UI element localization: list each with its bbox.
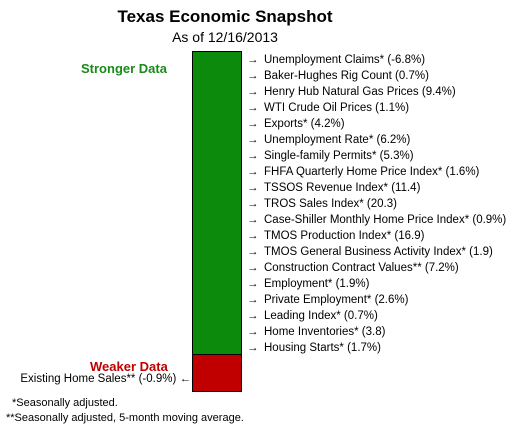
- weaker-item: Existing Home Sales** (-0.9%) ←: [20, 373, 191, 385]
- chart-subtitle: As of 12/16/2013: [172, 29, 278, 45]
- stronger-item: → FHFA Quarterly Home Price Index* (1.6%): [247, 164, 506, 180]
- stronger-item: → Employment* (1.9%): [247, 276, 506, 292]
- arrow-left-icon: ←: [179, 373, 192, 385]
- stronger-data-label: Stronger Data: [81, 61, 167, 76]
- arrow-right-icon: →: [247, 70, 259, 82]
- arrow-right-icon: →: [247, 118, 259, 130]
- stronger-item: → Single-family Permits* (5.3%): [247, 148, 506, 164]
- stronger-item: → Housing Starts* (1.7%): [247, 340, 506, 356]
- arrow-right-icon: →: [247, 166, 259, 178]
- stronger-item-label: WTI Crude Oil Prices (1.1%): [264, 102, 410, 114]
- arrow-right-icon: →: [247, 198, 259, 210]
- stronger-item-label: TMOS General Business Activity Index* (1…: [264, 246, 493, 258]
- stronger-item-label: Single-family Permits* (5.3%): [264, 150, 414, 162]
- stronger-item: → Construction Contract Values** (7.2%): [247, 260, 506, 276]
- arrow-right-icon: →: [247, 230, 259, 242]
- stronger-data-list: → Unemployment Claims* (-6.8%) → Baker-Hugh…: [247, 52, 506, 356]
- arrow-right-icon: →: [247, 102, 259, 114]
- stronger-item: → Unemployment Claims* (-6.8%): [247, 52, 506, 68]
- arrow-right-icon: →: [247, 214, 259, 226]
- stronger-item-label: Leading Index* (0.7%): [264, 310, 378, 322]
- stronger-item-label: Housing Starts* (1.7%): [264, 342, 381, 354]
- arrow-right-icon: →: [247, 342, 259, 354]
- stronger-item: → Private Employment* (2.6%): [247, 292, 506, 308]
- stronger-item-label: Unemployment Rate* (6.2%): [264, 134, 411, 146]
- footnote-seasonal: *Seasonally adjusted.: [12, 397, 118, 409]
- stronger-item: → Home Inventories* (3.8): [247, 324, 506, 340]
- stronger-item-label: FHFA Quarterly Home Price Index* (1.6%): [264, 166, 480, 178]
- arrow-right-icon: →: [247, 182, 259, 194]
- weaker-data-bar: [192, 355, 242, 392]
- stronger-item: → Baker-Hughes Rig Count (0.7%): [247, 68, 506, 84]
- footnote-moving-average: **Seasonally adjusted, 5-month moving av…: [6, 412, 244, 424]
- arrow-right-icon: →: [247, 310, 259, 322]
- arrow-right-icon: →: [247, 134, 259, 146]
- stronger-item: → WTI Crude Oil Prices (1.1%): [247, 100, 506, 116]
- stronger-item: → Henry Hub Natural Gas Prices (9.4%): [247, 84, 506, 100]
- stronger-item-label: Construction Contract Values** (7.2%): [264, 262, 459, 274]
- stronger-item-label: Home Inventories* (3.8): [264, 326, 386, 338]
- arrow-right-icon: →: [247, 326, 259, 338]
- stronger-item: → TSSOS Revenue Index* (11.4): [247, 180, 506, 196]
- stronger-data-bar: [192, 51, 242, 355]
- stronger-item: → Leading Index* (0.7%): [247, 308, 506, 324]
- weaker-item-label: Existing Home Sales** (-0.9%): [20, 373, 177, 385]
- stronger-item-label: TMOS Production Index* (16.9): [264, 230, 425, 242]
- stronger-item-label: Henry Hub Natural Gas Prices (9.4%): [264, 86, 456, 98]
- arrow-right-icon: →: [247, 294, 259, 306]
- stronger-item-label: Baker-Hughes Rig Count (0.7%): [264, 70, 429, 82]
- stronger-item-label: TROS Sales Index* (20.3): [264, 198, 397, 210]
- stronger-item-label: Unemployment Claims* (-6.8%): [264, 54, 426, 66]
- arrow-right-icon: →: [247, 86, 259, 98]
- arrow-right-icon: →: [247, 262, 259, 274]
- stronger-item-label: Case-Shiller Monthly Home Price Index* (…: [264, 214, 507, 226]
- stronger-item-label: Private Employment* (2.6%): [264, 294, 409, 306]
- arrow-right-icon: →: [247, 150, 259, 162]
- arrow-right-icon: →: [247, 278, 259, 290]
- arrow-right-icon: →: [247, 246, 259, 258]
- stronger-item-label: TSSOS Revenue Index* (11.4): [264, 182, 421, 194]
- stronger-item: → Exports* (4.2%): [247, 116, 506, 132]
- stronger-item: → TMOS Production Index* (16.9): [247, 228, 506, 244]
- chart-title: Texas Economic Snapshot: [117, 7, 333, 26]
- stronger-item: → TMOS General Business Activity Index* (…: [247, 244, 506, 260]
- stronger-item: → TROS Sales Index* (20.3): [247, 196, 506, 212]
- arrow-right-icon: →: [247, 54, 259, 66]
- stronger-item-label: Exports* (4.2%): [264, 118, 345, 130]
- stronger-item-label: Employment* (1.9%): [264, 278, 370, 290]
- weaker-data-label: Weaker Data: [90, 359, 168, 374]
- stronger-item: → Unemployment Rate* (6.2%): [247, 132, 506, 148]
- stronger-item: → Case-Shiller Monthly Home Price Index* …: [247, 212, 506, 228]
